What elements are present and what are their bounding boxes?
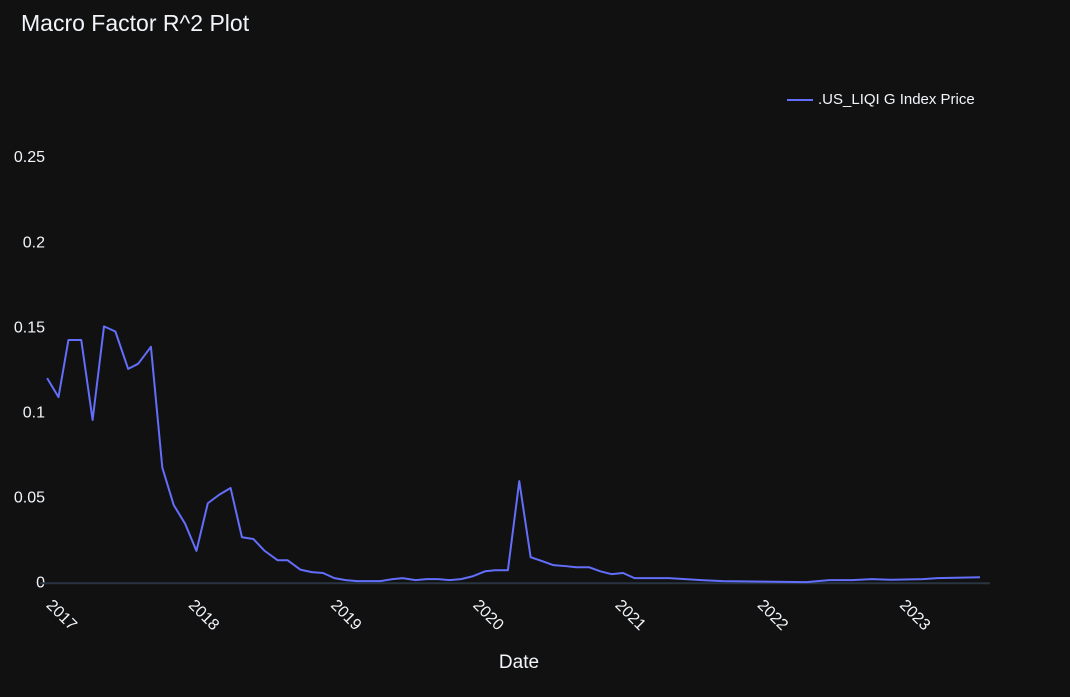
chart-title: Macro Factor R^2 Plot xyxy=(21,10,250,36)
x-tick-label: 2020 xyxy=(469,597,506,634)
line xyxy=(46,325,981,584)
x-axis-title: Date xyxy=(499,652,539,673)
x-tick-label: 2017 xyxy=(43,597,80,634)
y-tick-label: 0.2 xyxy=(23,234,45,251)
x-tick-label: 2023 xyxy=(896,597,933,634)
x-tick-label: 2021 xyxy=(612,597,649,634)
y-tick-label: 0.05 xyxy=(14,489,45,506)
y-tick-label: 0.1 xyxy=(23,404,45,421)
y-tick-label: 0.15 xyxy=(14,319,45,336)
x-tick-label: 2019 xyxy=(327,597,364,634)
legend-label: .US_LIQI G Index Price xyxy=(818,91,975,108)
y-tick-label: 0.25 xyxy=(14,149,45,166)
x-tick-label: 2018 xyxy=(185,597,222,634)
x-tick-label: 2022 xyxy=(754,597,791,634)
